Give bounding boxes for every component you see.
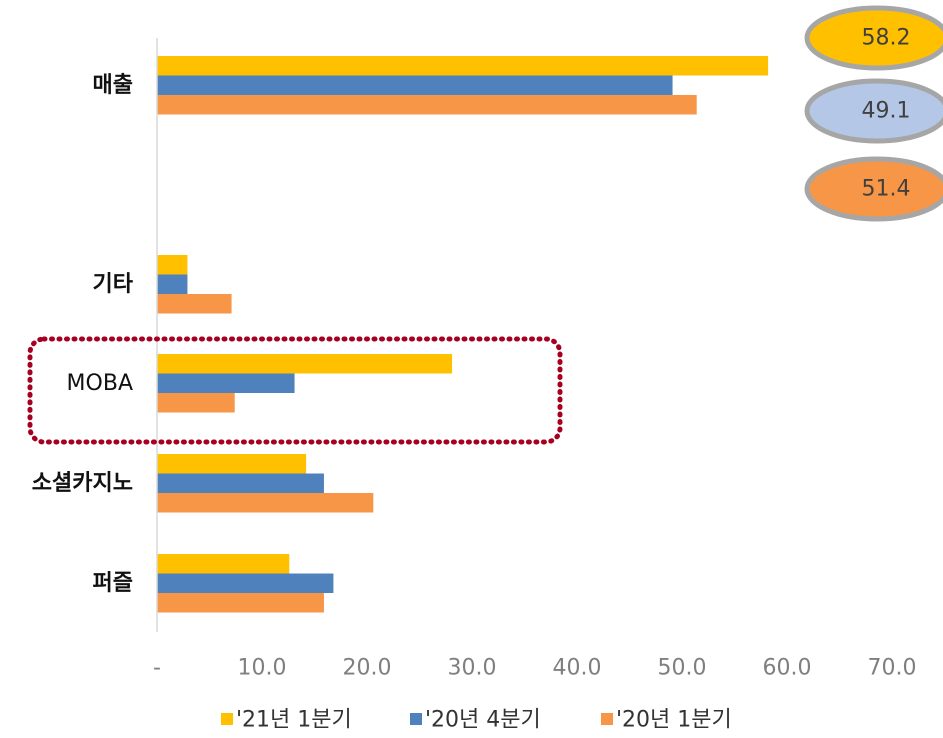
- x-tick-label-70.0: 70.0: [868, 656, 917, 681]
- category-label-기타: 기타: [93, 272, 134, 297]
- x-tick-label-10.0: 10.0: [238, 656, 287, 681]
- bar-기타-20년-4분기: [157, 274, 188, 294]
- bar-매출-20년-1분기: [157, 95, 697, 115]
- bar-소셜카지노-21년-1분기: [157, 454, 307, 474]
- category-label-소셜카지노: 소셜카지노: [32, 471, 133, 496]
- bars-layer: [157, 56, 769, 613]
- callout-value: 51.4: [862, 177, 911, 202]
- legend-label: '20년 1분기: [616, 708, 732, 733]
- legend-item-20년-4분기: '20년 4분기: [410, 708, 541, 733]
- x-tick-label-60.0: 60.0: [763, 656, 812, 681]
- category-label-매출: 매출: [93, 73, 133, 98]
- legend-label: '20년 4분기: [425, 708, 541, 733]
- bar-소셜카지노-20년-1분기: [157, 493, 374, 513]
- callout-58.2: 58.2: [804, 5, 943, 71]
- bar-매출-20년-4분기: [157, 75, 673, 95]
- legend-label: '21년 1분기: [236, 708, 352, 733]
- legend-swatch: [410, 713, 422, 725]
- bar-퍼즐-21년-1분기: [157, 554, 290, 574]
- category-label-moba: MOBA: [67, 371, 133, 396]
- moba-highlight-box: [27, 336, 563, 445]
- callout-49.1: 49.1: [804, 78, 943, 144]
- category-label-퍼즐: 퍼즐: [93, 571, 133, 596]
- callout-51.4: 51.4: [804, 156, 943, 222]
- value-callouts: 58.2 49.1 51.4: [804, 5, 943, 222]
- legend: '21년 1분기 '20년 4분기 '20년 1분기: [221, 708, 732, 733]
- x-tick-label-zero: -: [153, 656, 161, 681]
- bar-소셜카지노-20년-4분기: [157, 473, 324, 493]
- bar-퍼즐-20년-4분기: [157, 573, 334, 593]
- legend-swatch: [601, 713, 613, 725]
- x-tick-label-40.0: 40.0: [553, 656, 602, 681]
- callout-value: 49.1: [862, 99, 911, 124]
- bar-기타-21년-1분기: [157, 255, 188, 275]
- bar-퍼즐-20년-1분기: [157, 593, 324, 613]
- bar-매출-21년-1분기: [157, 56, 769, 76]
- x-axis-ticks: - 10.0 20.0 30.0 40.0 50.0 60.0 70.0: [153, 656, 916, 681]
- legend-item-20년-1분기: '20년 1분기: [601, 708, 732, 733]
- x-tick-label-50.0: 50.0: [658, 656, 707, 681]
- legend-swatch: [221, 713, 233, 725]
- bar-moba-20년-1분기: [157, 393, 235, 413]
- callout-oval: [804, 78, 943, 144]
- callout-value: 58.2: [862, 26, 911, 51]
- bar-moba-20년-4분기: [157, 373, 295, 393]
- legend-item-21년-1분기: '21년 1분기: [221, 708, 352, 733]
- callout-oval: [804, 5, 943, 71]
- bar-moba-21년-1분기: [157, 354, 453, 374]
- x-tick-label-20.0: 20.0: [343, 656, 392, 681]
- bar-기타-20년-1분기: [157, 294, 232, 314]
- callout-oval: [804, 156, 943, 222]
- x-tick-label-30.0: 30.0: [448, 656, 497, 681]
